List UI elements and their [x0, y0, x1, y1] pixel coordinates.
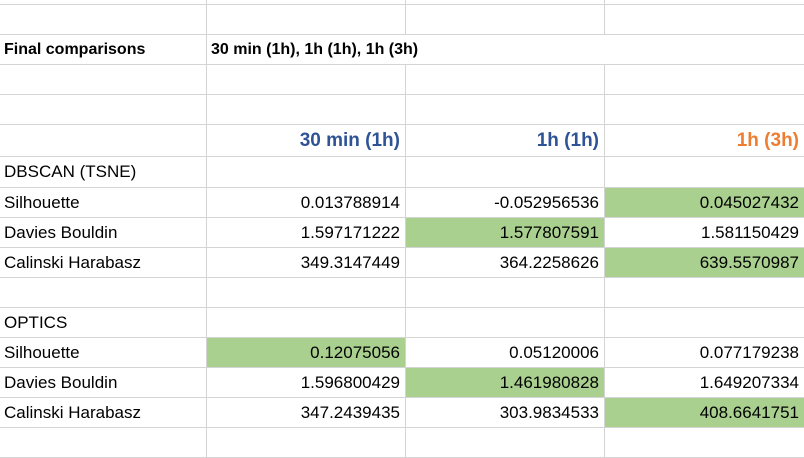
column-header-row: 30 min (1h) 1h (1h) 1h (3h)	[0, 125, 804, 157]
value-cell[interactable]: 1.649207334	[605, 368, 804, 398]
grid-row	[0, 428, 804, 458]
value-cell-best[interactable]: 1.577807591	[406, 218, 605, 248]
table-row: Davies Bouldin 1.596800429 1.461980828 1…	[0, 368, 804, 398]
grid-cell[interactable]	[207, 308, 406, 338]
value-cell[interactable]: 349.3147449	[207, 248, 406, 278]
grid-cell[interactable]	[605, 157, 804, 188]
metric-label[interactable]: Silhouette	[0, 338, 207, 368]
value-cell-best[interactable]: 0.045027432	[605, 188, 804, 218]
grid-cell[interactable]	[0, 428, 207, 458]
grid-cell[interactable]	[207, 428, 406, 458]
metric-label[interactable]: Davies Bouldin	[0, 218, 207, 248]
value-cell-best[interactable]: 408.6641751	[605, 398, 804, 428]
value-cell[interactable]: -0.052956536	[406, 188, 605, 218]
grid-cell[interactable]	[0, 125, 207, 157]
metric-label[interactable]: Davies Bouldin	[0, 368, 207, 398]
grid-cell[interactable]	[406, 95, 605, 125]
metric-label[interactable]: Calinski Harabasz	[0, 398, 207, 428]
section-row-dbscan: DBSCAN (TSNE)	[0, 157, 804, 188]
value-cell[interactable]: 347.2439435	[207, 398, 406, 428]
grid-cell[interactable]	[406, 308, 605, 338]
grid-cell[interactable]	[0, 278, 207, 308]
metric-label[interactable]: Calinski Harabasz	[0, 248, 207, 278]
grid-row	[0, 0, 804, 5]
grid-cell[interactable]	[605, 278, 804, 308]
value-cell[interactable]: 1.596800429	[207, 368, 406, 398]
table-row: Silhouette 0.013788914 -0.052956536 0.04…	[0, 188, 804, 218]
title-label-cell[interactable]: Final comparisons	[0, 35, 207, 65]
grid-row	[0, 5, 804, 35]
table-row: Silhouette 0.12075056 0.05120006 0.07717…	[0, 338, 804, 368]
grid-cell[interactable]	[207, 95, 406, 125]
section-label-dbscan[interactable]: DBSCAN (TSNE)	[0, 157, 207, 188]
table-row: Calinski Harabasz 347.2439435 303.983453…	[0, 398, 804, 428]
value-cell[interactable]: 303.9834533	[406, 398, 605, 428]
title-value-cell[interactable]: 30 min (1h), 1h (1h), 1h (3h)	[207, 35, 804, 65]
value-cell-best[interactable]: 639.5570987	[605, 248, 804, 278]
value-cell-best[interactable]: 0.12075056	[207, 338, 406, 368]
value-cell-best[interactable]: 1.461980828	[406, 368, 605, 398]
grid-cell[interactable]	[207, 65, 406, 95]
grid-row	[0, 278, 804, 308]
column-header-30min-1h[interactable]: 30 min (1h)	[207, 125, 406, 157]
grid-cell[interactable]	[0, 0, 207, 5]
value-cell[interactable]: 0.077179238	[605, 338, 804, 368]
table-row: Davies Bouldin 1.597171222 1.577807591 1…	[0, 218, 804, 248]
column-header-1h-1h[interactable]: 1h (1h)	[406, 125, 605, 157]
grid-cell[interactable]	[406, 157, 605, 188]
grid-cell[interactable]	[406, 5, 605, 35]
grid-cell[interactable]	[605, 95, 804, 125]
table-row: Calinski Harabasz 349.3147449 364.225862…	[0, 248, 804, 278]
grid-cell[interactable]	[0, 5, 207, 35]
grid-row	[0, 65, 804, 95]
grid-cell[interactable]	[406, 428, 605, 458]
grid-cell[interactable]	[605, 65, 804, 95]
value-cell[interactable]: 1.581150429	[605, 218, 804, 248]
grid-cell[interactable]	[605, 428, 804, 458]
grid-cell[interactable]	[605, 0, 804, 5]
section-row-optics: OPTICS	[0, 308, 804, 338]
column-header-1h-3h[interactable]: 1h (3h)	[605, 125, 804, 157]
title-row: Final comparisons 30 min (1h), 1h (1h), …	[0, 35, 804, 65]
value-cell[interactable]: 1.597171222	[207, 218, 406, 248]
grid-cell[interactable]	[605, 5, 804, 35]
grid-cell[interactable]	[605, 308, 804, 338]
grid-cell[interactable]	[0, 65, 207, 95]
value-cell[interactable]: 0.013788914	[207, 188, 406, 218]
section-label-optics[interactable]: OPTICS	[0, 308, 207, 338]
grid-cell[interactable]	[207, 278, 406, 308]
grid-cell[interactable]	[406, 0, 605, 5]
grid-row	[0, 95, 804, 125]
grid-cell[interactable]	[207, 0, 406, 5]
grid-cell[interactable]	[0, 95, 207, 125]
grid-cell[interactable]	[406, 278, 605, 308]
value-cell[interactable]: 0.05120006	[406, 338, 605, 368]
metric-label[interactable]: Silhouette	[0, 188, 207, 218]
value-cell[interactable]: 364.2258626	[406, 248, 605, 278]
grid-cell[interactable]	[406, 65, 605, 95]
grid-cell[interactable]	[207, 5, 406, 35]
grid-cell[interactable]	[207, 157, 406, 188]
